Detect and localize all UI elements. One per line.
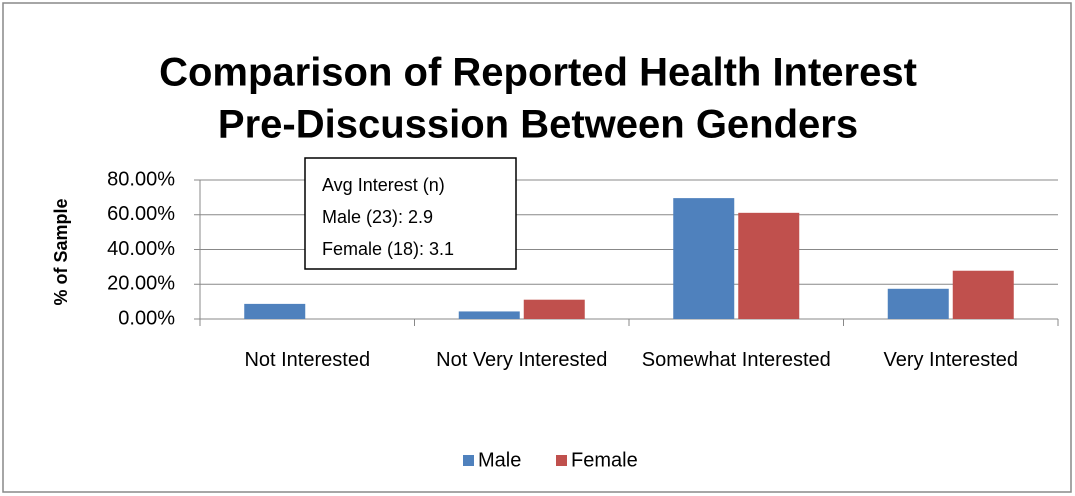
legend-swatch — [556, 455, 567, 466]
x-tick-label: Very Interested — [883, 349, 1019, 371]
y-axis-label: % of Sample — [51, 198, 71, 305]
bar — [952, 270, 1014, 319]
annotation-text: Avg Interest (n) — [322, 175, 445, 195]
x-tick-label: Not Interested — [244, 349, 371, 371]
legend-swatch — [463, 455, 474, 466]
y-tick-label: 80.00% — [107, 168, 175, 190]
x-tick-label: Not Very Interested — [436, 349, 608, 371]
annotation-box — [304, 157, 517, 270]
y-tick-label: 0.00% — [118, 307, 175, 329]
bar — [458, 311, 520, 319]
legend-label: Male — [478, 449, 521, 471]
bar — [673, 198, 735, 319]
annotation-text: Female (18): 3.1 — [322, 239, 454, 259]
legend-label: Female — [571, 449, 638, 471]
y-tick-label: 60.00% — [107, 203, 175, 225]
chart-title: Comparison of Reported Health Interest — [159, 51, 917, 95]
y-tick-label: 20.00% — [107, 273, 175, 295]
bar — [887, 288, 949, 319]
bar — [523, 299, 585, 319]
bar — [244, 303, 306, 319]
bar — [738, 212, 800, 319]
x-tick-label: Somewhat Interested — [641, 349, 831, 371]
chart-title: Pre-Discussion Between Genders — [218, 103, 858, 147]
y-tick-label: 40.00% — [107, 238, 175, 260]
annotation-text: Male (23): 2.9 — [322, 207, 433, 227]
